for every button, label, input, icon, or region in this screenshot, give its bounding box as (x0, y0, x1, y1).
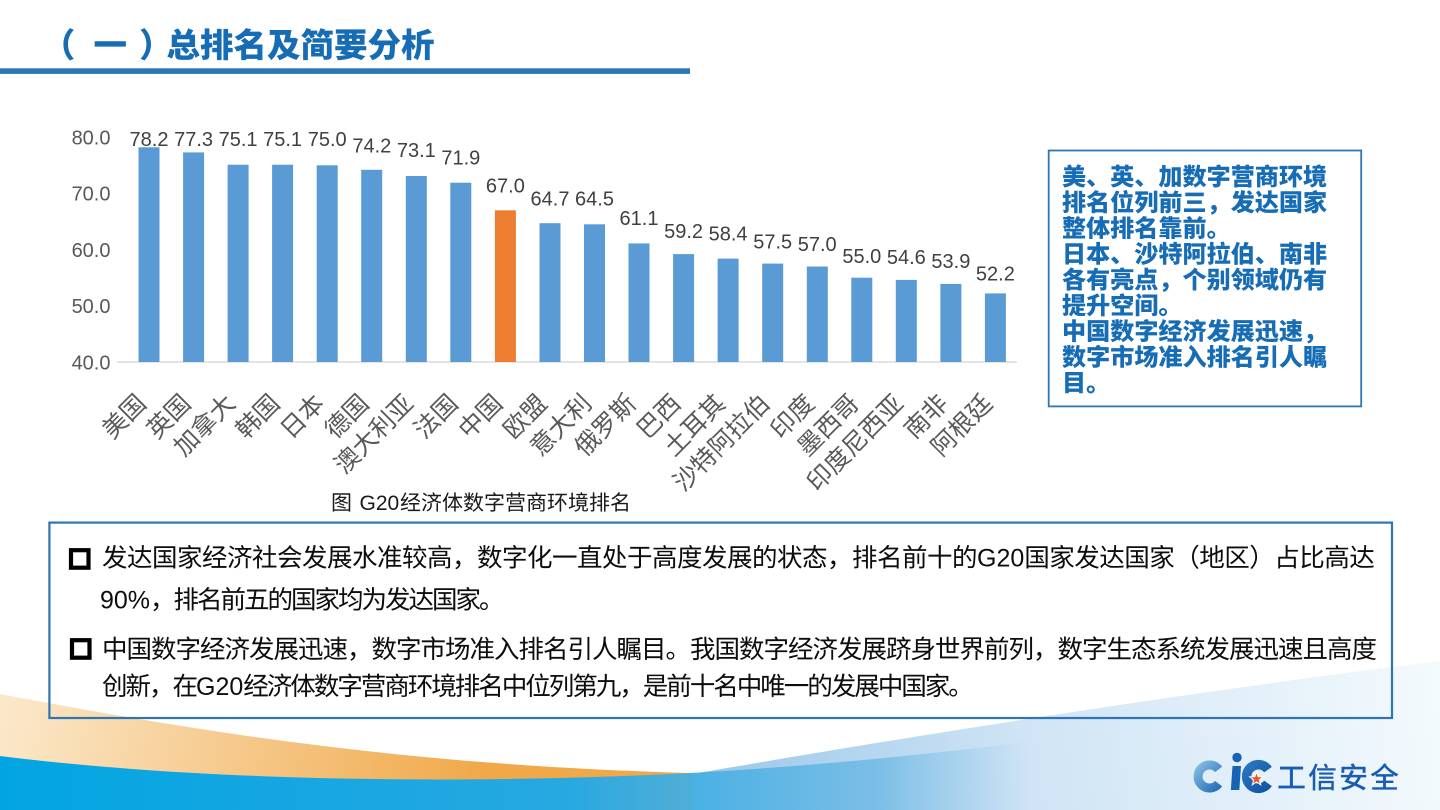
svg-text:57.0: 57.0 (798, 234, 837, 256)
svg-text:61.1: 61.1 (620, 208, 659, 230)
svg-text:75.1: 75.1 (219, 129, 258, 151)
svg-text:71.9: 71.9 (441, 147, 480, 169)
svg-text:G20: G20 (360, 492, 400, 515)
svg-text:78.2: 78.2 (130, 129, 169, 151)
svg-text:G20: G20 (977, 545, 1024, 573)
svg-text:64.7: 64.7 (531, 189, 570, 211)
svg-text:59.2: 59.2 (664, 221, 703, 243)
svg-text:60.0: 60.0 (72, 240, 111, 262)
svg-text:80.0: 80.0 (72, 128, 111, 150)
svg-text:75.1: 75.1 (263, 129, 302, 151)
svg-text:54.6: 54.6 (887, 247, 926, 269)
svg-text:G20: G20 (196, 673, 243, 701)
svg-text:40.0: 40.0 (72, 352, 111, 374)
svg-text:55.0: 55.0 (842, 246, 881, 268)
svg-text:58.4: 58.4 (709, 224, 748, 246)
svg-text:57.5: 57.5 (753, 232, 792, 254)
svg-text:90%: 90% (100, 587, 150, 615)
svg-text:64.5: 64.5 (575, 189, 614, 211)
svg-text:67.0: 67.0 (486, 176, 525, 198)
svg-text:53.9: 53.9 (931, 251, 970, 273)
svg-text:77.3: 77.3 (174, 129, 213, 151)
svg-text:50.0: 50.0 (72, 296, 111, 318)
svg-text:70.0: 70.0 (72, 184, 111, 206)
svg-text:74.2: 74.2 (352, 135, 391, 157)
svg-text:75.0: 75.0 (308, 129, 347, 151)
svg-text:52.2: 52.2 (976, 264, 1015, 286)
svg-text:73.1: 73.1 (397, 140, 436, 162)
